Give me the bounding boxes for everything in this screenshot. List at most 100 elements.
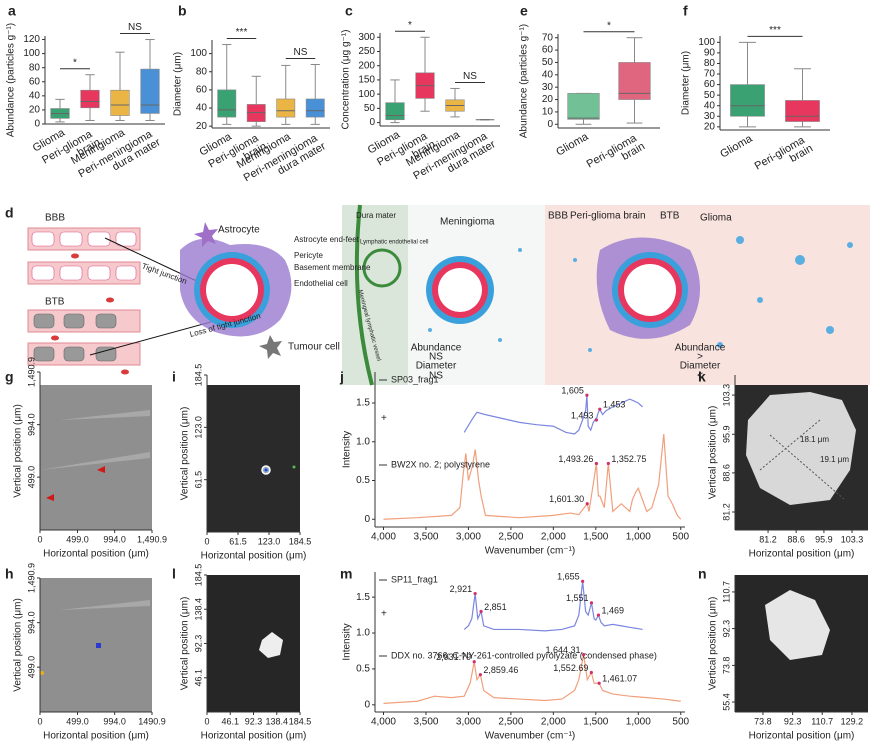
y-axis-label: Intensity: [342, 623, 353, 660]
label: Lymphatic endothelial cell: [360, 240, 428, 246]
y-tick-label: 150: [358, 75, 375, 86]
panel-label: n: [698, 566, 707, 582]
y-tick-label: 92.3: [721, 620, 731, 638]
peak-label: 1,469: [601, 605, 624, 615]
peak-label: 1,551: [566, 593, 589, 603]
y-tick-label: 80: [196, 66, 208, 77]
y-tick-label: 80: [29, 62, 41, 73]
significance-label: NS: [294, 47, 308, 58]
y-tick-label: 994.0: [26, 611, 36, 634]
y-tick-label: 70: [704, 69, 716, 80]
box: [305, 98, 325, 118]
peak-marker: [585, 502, 589, 506]
y-tick-label: 50: [542, 57, 554, 68]
peak-marker: [478, 673, 482, 677]
y-axis-label: Vertical position (μm): [708, 406, 719, 500]
x-tick-label: Peri-glioma brain: [585, 131, 647, 180]
peak-marker: [473, 591, 477, 596]
label: Glioma: [700, 213, 732, 224]
y-tick-label: 20: [196, 121, 208, 132]
x-tick-label: 46.1: [221, 716, 239, 726]
legend-label: SP03_frag1: [391, 374, 439, 384]
measurement: 19.1 μm: [820, 455, 849, 464]
y-tick-label: 0: [364, 699, 370, 710]
peak-label: 1,493.26: [558, 454, 593, 464]
y-tick-label: 184.5: [193, 564, 203, 587]
peak-label: 1,352.75: [611, 454, 646, 464]
x-tick-label: Glioma: [718, 132, 755, 160]
y-tick-label: 30: [542, 82, 554, 93]
x-tick-label: 3,500: [413, 717, 438, 728]
x-tick-label: 500: [672, 532, 689, 543]
y-axis-label: Abundance (particles g⁻¹): [6, 23, 17, 137]
peak-marker: [472, 660, 476, 664]
label: BBB: [45, 213, 65, 224]
y-tick-label: 10: [542, 107, 554, 118]
peak-marker: [598, 407, 602, 411]
peak-label: 1,493: [571, 410, 594, 420]
y-tick-label: 1,490.9: [26, 357, 36, 387]
x-tick-label: 95.9: [815, 534, 833, 544]
x-tick-label: 184.5: [289, 536, 312, 546]
y-tick-label: 50: [364, 103, 376, 114]
y-tick-label: 60: [704, 79, 716, 90]
vessel-lumen: [624, 264, 676, 316]
spectrum-line: [383, 433, 682, 520]
x-tick-label: 1,000: [626, 717, 651, 728]
y-tick-label: 123.0: [193, 416, 203, 439]
x-axis-label: Horizontal position (μm): [43, 549, 149, 560]
y-tick-label: 100: [190, 48, 207, 59]
y-tick-label: 20: [542, 94, 554, 105]
significance-label: NS: [463, 71, 477, 82]
x-tick-label: 499.0: [66, 534, 89, 544]
box: [618, 62, 651, 100]
y-tick-label: 138.4: [193, 598, 203, 621]
label: Abundance: [411, 343, 462, 354]
x-axis-label: Horizontal position (μm): [749, 731, 855, 742]
panel-label: m: [340, 566, 352, 582]
tumour-cell-icon: [259, 335, 282, 359]
marker-legend: +: [381, 413, 387, 424]
y-tick-label: 994.0: [26, 413, 36, 436]
panel-label: g: [5, 369, 14, 385]
x-tick-label: 0: [204, 716, 209, 726]
x-tick-label: 1490.9: [138, 716, 166, 726]
x-tick-label: 92.3: [245, 716, 263, 726]
decor-layer: 18.1 μm 19.1 μm d BBB BTB Tight junction…: [0, 205, 870, 675]
legend-label: DDX no. 3766; C-NY-261-controlled pyroly…: [391, 650, 657, 660]
box: [730, 84, 765, 117]
y-tick-label: 73.8: [721, 657, 731, 675]
vessel-strip: [27, 261, 141, 285]
label: Diameter: [416, 361, 457, 372]
peak-label: 1,601.30: [549, 494, 584, 504]
panel-label: c: [345, 3, 353, 19]
legend-label: BW2X no. 2; polystyrene: [391, 459, 490, 469]
x-tick-label: 1,500: [583, 532, 608, 543]
image-content: [40, 392, 856, 675]
y-axis-label: Diameter (μm): [173, 52, 184, 116]
y-axis-label: Intensity: [342, 431, 353, 468]
significance-label: NS: [128, 22, 142, 33]
y-axis-label: Vertical position (μm): [180, 407, 191, 501]
y-tick-label: 55.4: [721, 693, 731, 711]
x-axis-label: Horizontal position (μm): [749, 549, 855, 560]
x-axis-label: Wavenumber (cm⁻¹): [485, 731, 575, 742]
x-tick-label: 4,000: [371, 532, 396, 543]
box: [110, 89, 130, 116]
significance-label: *: [73, 57, 77, 68]
label: Astrocyte end-feet: [294, 235, 360, 244]
y-tick-label: 100: [358, 89, 375, 100]
label: <: [697, 371, 703, 382]
x-tick-label: 88.6: [787, 534, 805, 544]
box: [80, 89, 100, 109]
legend-label: SP11_frag1: [391, 574, 438, 584]
x-tick-label: 994.0: [103, 534, 126, 544]
x-tick-label: 103.3: [841, 534, 864, 544]
y-axis-label: Concentration (μg g⁻¹): [341, 30, 352, 130]
y-tick-label: 499.0: [26, 466, 36, 489]
y-tick-label: 80: [704, 58, 716, 69]
vessel-lumen: [206, 264, 258, 316]
x-tick-label: 129.2: [841, 716, 864, 726]
y-axis-label: Vertical position (μm): [708, 597, 719, 691]
